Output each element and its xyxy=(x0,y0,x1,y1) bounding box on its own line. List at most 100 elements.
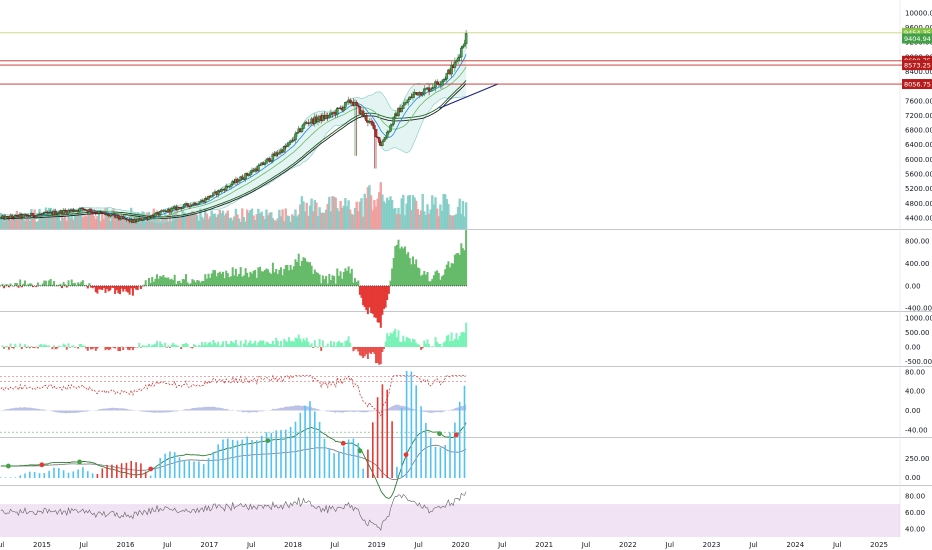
macd-hist-bar xyxy=(318,422,321,478)
macd-hist-bar xyxy=(449,432,451,478)
volume-bar xyxy=(403,215,407,229)
momentum-bar xyxy=(183,279,186,286)
momentum-bar xyxy=(162,275,165,286)
crossover-dot xyxy=(453,432,459,438)
momentum-bar xyxy=(428,281,431,286)
momentum-bar xyxy=(289,264,292,286)
candle-body xyxy=(411,94,415,98)
candle-body xyxy=(125,218,128,220)
momentum-bar xyxy=(186,282,189,286)
time-tick: 2025 xyxy=(870,541,888,549)
candle-body xyxy=(104,212,107,215)
oscillator-bar xyxy=(294,337,297,347)
macd-hist-bar xyxy=(183,460,186,478)
momentum-bar xyxy=(445,264,448,286)
volume-bar xyxy=(247,212,250,229)
volume-bar xyxy=(289,221,292,229)
candle-body xyxy=(316,119,320,122)
volume-bar xyxy=(205,213,209,229)
oscillator-bar xyxy=(1,345,4,348)
macd-hist-bar xyxy=(420,406,422,478)
candle-body xyxy=(328,114,331,118)
volume-bar xyxy=(22,219,25,229)
candle-body xyxy=(342,107,346,111)
oscillator-bar xyxy=(346,340,348,347)
volume-bar xyxy=(128,218,131,229)
oscillator-bar xyxy=(439,343,442,348)
volume-bar xyxy=(461,200,465,229)
momentum-bar xyxy=(283,269,286,286)
volume-bar xyxy=(202,218,205,229)
candle-body xyxy=(443,78,447,81)
oscillator-bar xyxy=(6,345,9,348)
oscillator-bar xyxy=(131,347,134,351)
price-tick: 4800.00 xyxy=(905,200,932,208)
candle-body xyxy=(434,81,437,88)
volume-bar xyxy=(347,200,350,229)
volume-bar xyxy=(415,200,418,229)
macd-hist-bar xyxy=(236,440,239,478)
macd-hist-bar xyxy=(410,371,413,478)
macd-hist-bar xyxy=(294,421,297,478)
volume-bar xyxy=(73,213,77,229)
candle-body xyxy=(289,140,292,143)
macd-hist-bar xyxy=(24,473,26,478)
momentum-bar xyxy=(436,270,439,286)
price-tick: 5200.00 xyxy=(905,185,932,193)
macd-hist-bar xyxy=(357,442,360,479)
oscillator-bar xyxy=(255,345,258,347)
momentum-bar xyxy=(373,285,376,318)
candle-body xyxy=(99,211,102,213)
momentum-bar xyxy=(144,280,147,286)
macd-hist-bar xyxy=(328,448,331,478)
oscillator-bar xyxy=(125,347,128,348)
indicator-tick: -40.00 xyxy=(905,426,928,434)
volume-bar xyxy=(450,215,453,229)
macd-hist-bar xyxy=(62,470,65,478)
momentum-bar xyxy=(465,230,468,286)
oscillator-bar xyxy=(257,342,260,347)
oscillator-bar xyxy=(249,340,252,347)
oscillator-bar xyxy=(59,346,62,347)
volume-bar xyxy=(250,208,254,229)
volume-bar xyxy=(453,215,457,229)
momentum-bar xyxy=(278,269,281,286)
candle-body xyxy=(107,213,110,217)
candle-body xyxy=(302,123,305,129)
oscillator-bar xyxy=(325,346,328,347)
volume-bar xyxy=(358,201,362,229)
volume-bar xyxy=(252,215,255,229)
oscillator-bar xyxy=(371,347,374,352)
oscillator-bar xyxy=(349,342,352,347)
momentum-bar xyxy=(241,276,244,286)
oscillator-bar xyxy=(428,344,431,347)
volume-bar xyxy=(266,215,270,229)
momentum-bar xyxy=(173,274,176,286)
oscillator-bar xyxy=(276,340,279,347)
candle-body xyxy=(460,47,463,58)
candle-body xyxy=(435,81,439,84)
volume-bar xyxy=(237,218,241,229)
momentum-bar xyxy=(252,270,255,286)
macd-hist-bar xyxy=(19,475,21,478)
volume-bar xyxy=(225,213,228,229)
candle-body xyxy=(36,214,40,216)
volume-bar xyxy=(221,210,225,229)
oscillator-bar xyxy=(24,344,26,347)
oscillator-bar xyxy=(130,347,133,348)
momentum-bar xyxy=(307,262,310,286)
volume-bar xyxy=(366,187,370,229)
macd-hist-bar xyxy=(193,461,195,478)
momentum-bar xyxy=(420,275,423,286)
candle-body xyxy=(154,213,157,217)
volume-bar xyxy=(60,214,64,229)
momentum-bar xyxy=(296,261,299,286)
momentum-bar xyxy=(149,283,152,286)
momentum-bar xyxy=(188,284,191,286)
indicator-tick: 0.00 xyxy=(905,344,921,352)
candle-body xyxy=(10,215,14,218)
momentum-bar xyxy=(368,285,371,308)
candle-body xyxy=(271,153,275,161)
oscillator-bar xyxy=(284,340,287,347)
momentum-bar xyxy=(1,283,4,286)
